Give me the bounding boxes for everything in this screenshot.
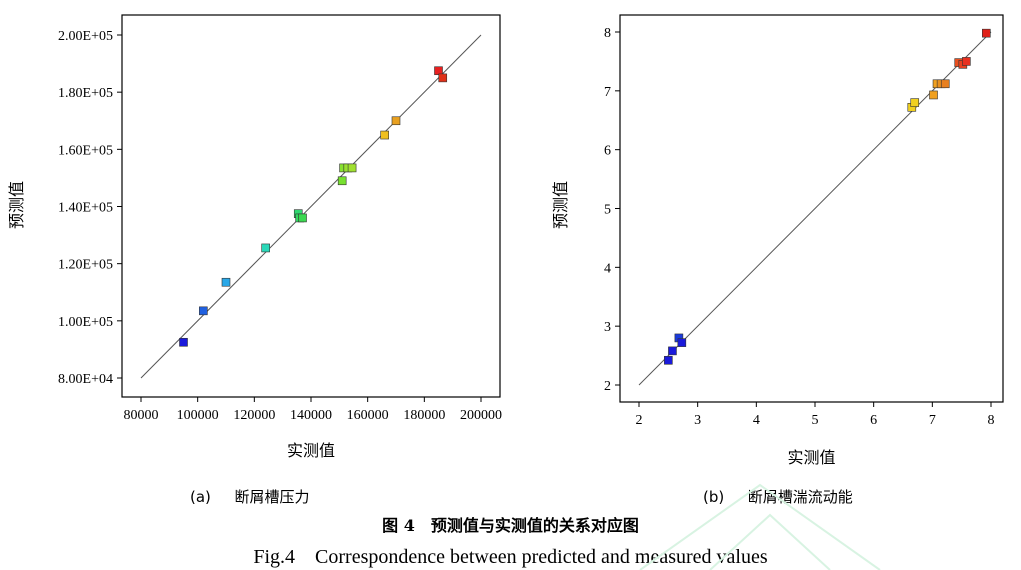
y-tick-label: 7 [604, 85, 611, 100]
y-tick-label: 6 [604, 144, 611, 159]
reference-line [140, 34, 482, 379]
y-tick-label: 1.60E+05 [58, 143, 113, 158]
x-tick-label: 120000 [233, 408, 275, 423]
y-tick-label: 4 [604, 261, 611, 276]
data-point [929, 90, 938, 100]
x-tick-label: 2 [636, 413, 643, 428]
data-point [438, 73, 448, 83]
x-tick-label: 200000 [460, 408, 502, 423]
x-tick-label: 180000 [403, 408, 445, 423]
y-tick-label: 1.40E+05 [58, 201, 113, 216]
data-point [668, 346, 677, 356]
plot-frame [619, 14, 1004, 403]
data-point [380, 130, 389, 140]
data-point [179, 337, 188, 347]
caption-a: (a) 断屑槽压力 [190, 486, 309, 507]
caption-a-text: 断屑槽压力 [234, 488, 310, 506]
x-tick-label: 5 [812, 413, 819, 428]
x-tick-label: 6 [870, 413, 877, 428]
data-point [347, 163, 357, 173]
y-tick-label: 3 [604, 320, 611, 335]
chart-b: 2 3 4 5 6 7 8 2 3 4 5 6 7 8 实测值 预测值 [551, 14, 1004, 467]
caption-b-label: (b) [703, 488, 725, 506]
x-tick-label: 160000 [347, 408, 389, 423]
caption-b-text: 断屑槽湍流动能 [747, 488, 853, 506]
y-tick-label: 2 [604, 379, 611, 394]
y-tick-label: 1.80E+05 [58, 86, 113, 101]
data-point [677, 338, 687, 347]
data-point [434, 66, 443, 76]
x-tick-label: 140000 [290, 408, 332, 423]
figure-title-cn: 图 4 预测值与实测值的关系对应图 [382, 516, 639, 535]
data-point [261, 243, 270, 253]
chart-a: 80000 100000 120000 140000 160000 180000 20000… [7, 14, 502, 460]
y-tick-label: 1.20E+05 [58, 258, 113, 273]
caption-a-label: (a) [190, 488, 211, 506]
data-point [910, 98, 920, 107]
x-tick-label: 8 [988, 413, 995, 428]
figure-title-en: Fig.4 Correspondence between predicted a… [253, 546, 768, 568]
data-point [337, 176, 347, 186]
x-tick-label: 3 [694, 413, 701, 428]
caption-b: (b) 断屑槽湍流动能 [703, 486, 853, 507]
data-point [982, 28, 991, 38]
x-tick-label: 4 [753, 413, 760, 428]
data-point [221, 277, 231, 287]
x-tick-label: 7 [929, 413, 936, 428]
x-tick-label: 100000 [177, 408, 219, 423]
y-tick-label: 1.00E+05 [58, 315, 113, 330]
data-point [664, 355, 673, 365]
data-point [391, 116, 401, 126]
x-tick-label: 80000 [124, 408, 159, 423]
watermark-graphic [639, 483, 881, 570]
data-point [940, 79, 950, 89]
data-point [199, 306, 208, 316]
y-tick-label: 2.00E+05 [58, 29, 113, 44]
y-tick-label: 8 [604, 26, 611, 41]
y-tick-label: 8.00E+04 [58, 372, 113, 387]
y-axis-title: 预测值 [551, 181, 570, 229]
y-tick-label: 5 [604, 203, 611, 218]
data-point [962, 57, 971, 66]
data-point [298, 213, 307, 223]
x-axis-title: 实测值 [287, 441, 335, 460]
x-axis-title: 实测值 [787, 448, 835, 467]
y-axis-title: 预测值 [7, 181, 26, 229]
